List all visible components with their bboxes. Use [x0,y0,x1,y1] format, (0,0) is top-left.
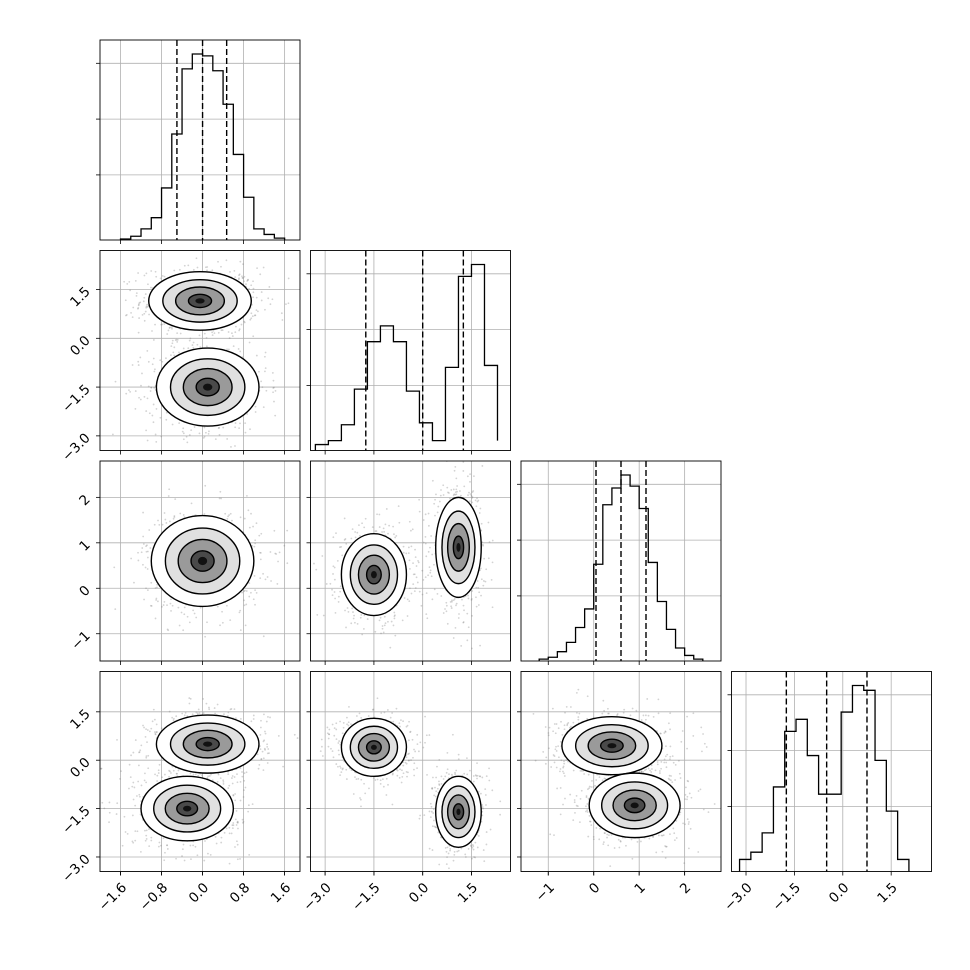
density-frame-1-2 [310,460,511,662]
density-frame-2-3 [520,671,722,872]
y-tick-label: −1 [68,628,93,653]
density-panel-2-3 [517,671,722,876]
histogram-step-line [314,263,499,451]
y-tick-label: 0.0 [67,333,94,360]
x-tick-label: 0.0 [826,880,853,907]
histogram-step-line [738,684,910,872]
x-tick-label: 1 [631,880,648,897]
y-tick-label: −3.0 [59,851,93,885]
density-panel-0-3 [96,671,301,876]
contour-level-4 [370,744,377,750]
histogram-frame-2 [520,460,722,662]
x-tick-label: −0.8 [137,880,171,914]
x-tick-label: 1.5 [455,880,482,907]
y-tick-label: 0 [76,583,93,600]
contour-level-4 [456,808,461,816]
contour-level-4 [203,383,213,391]
contour-level-4 [195,298,205,304]
x-tick-label: −1.5 [770,880,804,914]
x-tick-label: 1.6 [268,880,295,907]
histogram-panel-2 [517,460,722,662]
density-frame-0-2 [99,460,301,662]
y-tick-label: 0.0 [67,755,94,782]
y-tick-label: 2 [76,492,93,509]
density-panel-0-2 [96,460,301,665]
contour-level-4 [197,556,208,566]
x-tick-label: 0.8 [227,880,254,907]
contour-level-4 [456,542,461,552]
density-frame-0-3 [99,671,301,872]
density-frame-0-1 [99,250,301,451]
histogram-panel-3 [727,671,932,872]
density-panel-1-2 [306,460,511,665]
y-tick-label: −1.5 [59,803,93,837]
y-tick-label: 1 [76,537,93,554]
x-tick-label: −1 [533,880,558,905]
x-tick-label: 2 [677,880,694,897]
density-panel-0-1 [96,250,301,455]
histogram-panel-0 [96,39,301,241]
contour-level-4 [203,741,213,747]
x-tick-label: 0.0 [186,880,213,907]
y-tick-label: 1.5 [67,284,94,311]
contour-level-4 [607,743,617,749]
density-frame-1-3 [310,671,511,872]
contour-level-4 [370,570,377,579]
y-tick-label: −3.0 [59,430,93,464]
y-tick-label: −1.5 [59,381,93,415]
x-tick-label: 0.0 [406,880,433,907]
x-tick-label: 1.5 [874,880,901,907]
histogram-frame-0 [99,39,301,241]
histogram-panel-1 [306,250,511,451]
x-tick-label: −3.0 [721,880,755,914]
histogram-frame-3 [731,671,932,872]
contour-level-4 [183,805,192,812]
x-tick-label: 0 [586,880,603,897]
density-panel-1-3 [306,671,511,876]
y-tick-label: 1.5 [67,706,94,733]
contour-level-4 [630,802,639,809]
x-tick-label: −1.5 [349,880,383,914]
x-tick-label: −3.0 [300,880,334,914]
histogram-frame-1 [310,250,511,451]
x-tick-label: −1.6 [96,880,130,914]
